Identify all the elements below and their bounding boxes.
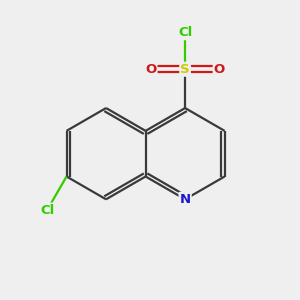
Text: N: N <box>179 193 191 206</box>
Text: S: S <box>180 63 190 76</box>
Text: O: O <box>214 63 225 76</box>
Text: Cl: Cl <box>178 26 192 39</box>
Text: Cl: Cl <box>40 204 54 217</box>
Text: O: O <box>145 63 157 76</box>
